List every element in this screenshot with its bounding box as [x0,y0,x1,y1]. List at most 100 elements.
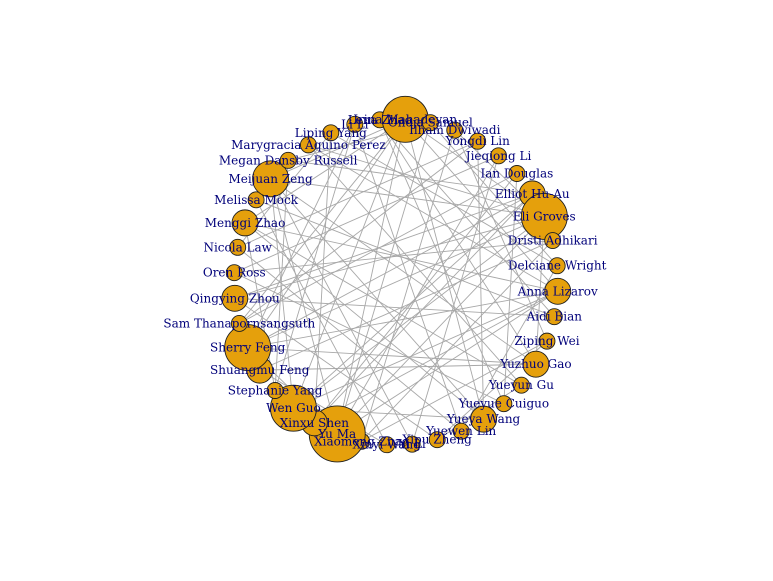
node-label: Sam Thanapornsangsuth [163,316,315,330]
edge [313,173,518,424]
node-label: Dristi Adhikari [508,234,598,248]
edge [234,240,553,274]
node-label: Delciane Wright [508,259,607,273]
node [548,257,566,275]
node [470,405,498,433]
node [538,332,556,350]
edge [336,119,406,434]
node-label: Yuzhuo Gao [499,357,571,371]
edge [454,129,548,342]
node-label: Xinxu Shen [280,416,349,430]
node-label: Meijuan Zeng [228,172,313,186]
edge [404,118,559,292]
node [452,422,470,440]
node-label: Stephanie Yang [228,383,323,397]
edge [244,222,522,386]
edge-layer [234,118,559,446]
edge [308,144,522,386]
edge [411,155,499,445]
edge [274,124,356,391]
node-label: Lena Zhao [348,113,412,127]
node [252,160,290,198]
edge [430,122,558,267]
node-label: Yuewen Lin [425,424,496,438]
node-label: Melissa Mock [214,193,299,207]
node-label: Li Li [341,117,369,131]
edge [270,178,484,420]
node-label: Nicola Law [203,240,272,254]
node [522,350,550,378]
node-label: Yueya Wang [446,412,521,426]
node [403,435,421,453]
edge [314,193,533,424]
node [346,115,364,133]
node-label: Yueyun Gu [488,378,554,392]
node-label: Oren Ross [203,266,266,280]
node [266,382,284,399]
edge [237,140,478,248]
edge [239,140,478,324]
edge [270,178,413,445]
edge [270,178,294,409]
edge [503,173,518,404]
edge [361,240,554,442]
edge [247,290,558,349]
node-label: Xinyi Wang [353,438,422,452]
edge [259,363,536,371]
edge [535,216,545,365]
node [495,395,513,413]
edge [379,119,537,365]
node [446,121,464,139]
node-label: Liping Yang [295,126,367,140]
edge [244,222,484,420]
edge [234,155,499,274]
node [279,151,297,169]
edge [259,240,553,371]
edge [293,216,545,409]
node [221,284,249,312]
node [231,209,259,237]
node-label: Anna Lizarov [517,284,598,298]
edge [234,272,505,405]
edge [247,347,536,365]
edge [247,215,545,349]
edge [404,119,485,420]
edge [270,178,545,217]
edge [354,124,462,432]
node [247,191,265,209]
edge [308,144,545,217]
node [428,431,446,449]
edge [238,118,406,324]
node-label: Eli Groves [513,209,576,223]
node [299,136,317,154]
edge [247,193,533,348]
node-label: Megan Dansby Russell [219,153,358,167]
edge [234,297,438,441]
edge [361,340,548,442]
edge [270,118,406,180]
node [520,192,568,240]
edge [274,160,289,391]
node-label: Irina Mahadevan [353,112,457,126]
node-label: Yu Ma [317,427,356,441]
node [490,147,507,165]
node-label: Jieqiong Li [464,149,532,163]
edge [308,144,558,292]
edge [313,132,332,423]
node-label: Marygracia Aquino Perez [231,138,386,152]
edge [255,199,555,318]
node [544,277,572,305]
node [512,376,530,394]
node-label: Shuangmu Feng [210,363,310,377]
node [230,314,248,332]
node [508,165,526,182]
node-label: Sherry Feng [210,341,286,355]
node-label: Elliot Hu-Au [495,187,570,201]
edge [247,119,406,348]
edge [234,193,533,299]
edge [270,178,537,365]
node [225,264,243,282]
node-layer [221,95,572,463]
